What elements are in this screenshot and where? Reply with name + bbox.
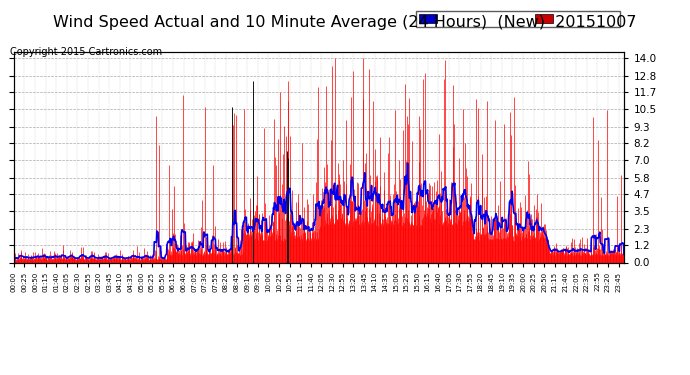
Legend: 10 Min Avg (mph), Wind (mph): 10 Min Avg (mph), Wind (mph) <box>415 11 620 27</box>
Text: Wind Speed Actual and 10 Minute Average (24 Hours)  (New)  20151007: Wind Speed Actual and 10 Minute Average … <box>53 15 637 30</box>
Text: Copyright 2015 Cartronics.com: Copyright 2015 Cartronics.com <box>10 47 162 57</box>
